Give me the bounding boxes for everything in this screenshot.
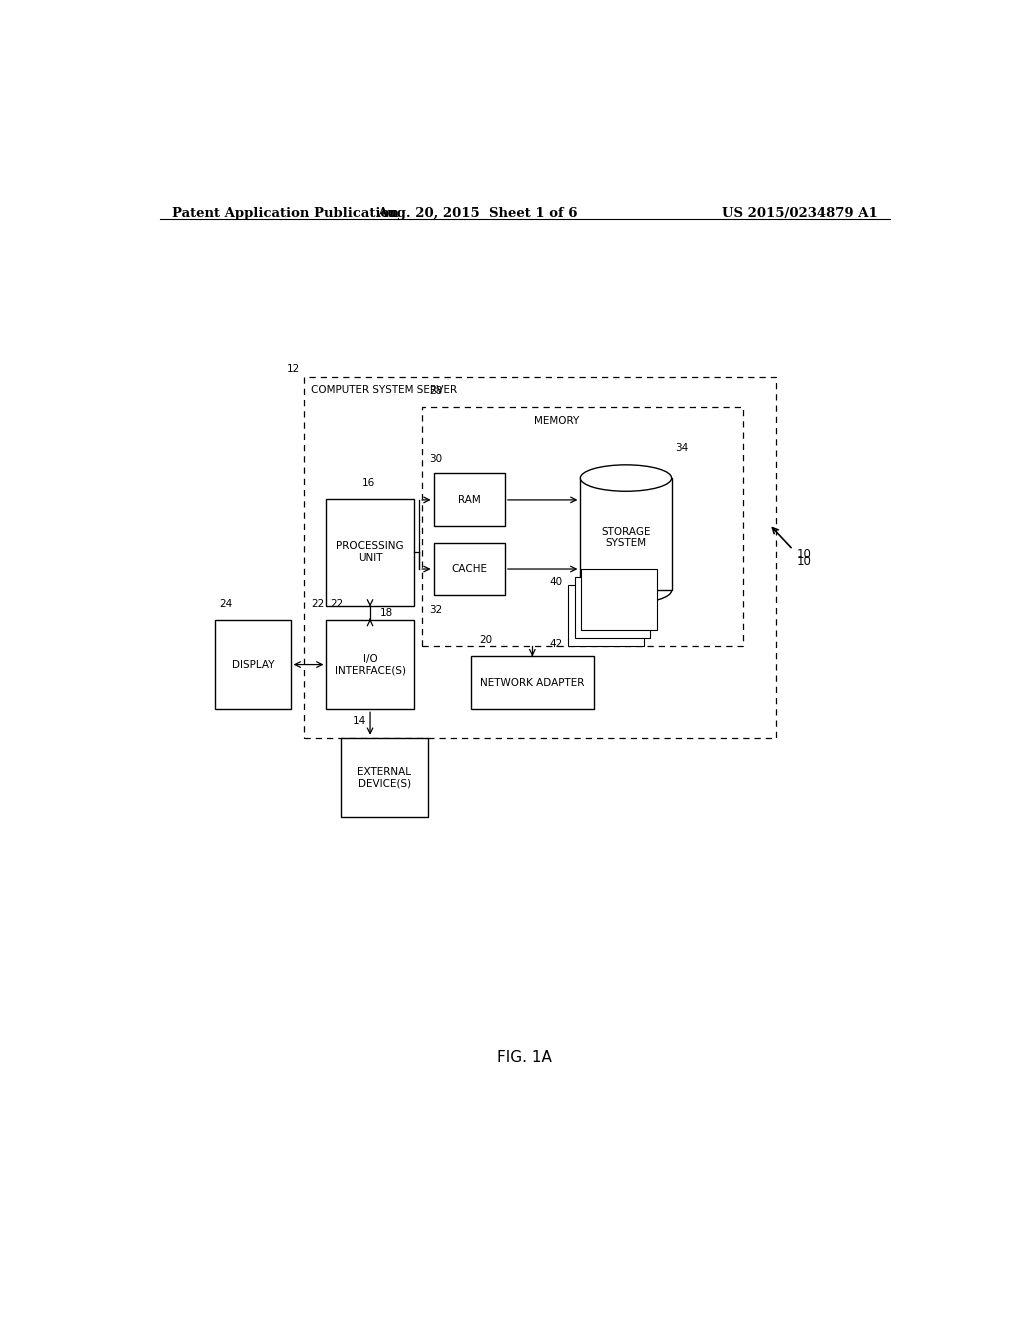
Bar [581,478,672,590]
Text: MEMORY: MEMORY [535,416,580,425]
Text: DISPLAY: DISPLAY [231,660,274,669]
Bar [327,620,414,709]
Text: 18: 18 [380,607,393,618]
Ellipse shape [581,465,672,491]
Text: CACHE: CACHE [452,564,487,574]
Text: 16: 16 [362,478,376,487]
Bar [327,499,414,606]
Text: RAM: RAM [458,495,480,506]
Text: 10: 10 [797,554,812,568]
Text: NETWORK ADAPTER: NETWORK ADAPTER [480,678,585,688]
Text: 22: 22 [311,598,325,609]
Bar [341,738,428,817]
Text: 22: 22 [331,598,344,609]
Text: 28: 28 [430,387,442,396]
Bar [215,620,291,709]
Text: 30: 30 [430,454,442,465]
Text: 10: 10 [797,548,812,561]
Text: 40: 40 [550,577,563,587]
Text: 32: 32 [430,605,442,615]
Text: 42: 42 [550,639,563,649]
Bar [304,378,776,738]
Bar [422,408,743,647]
Bar [433,543,505,595]
Bar [582,569,656,630]
Text: PROCESSING
UNIT: PROCESSING UNIT [336,541,403,564]
Text: COMPUTER SYSTEM SERVER: COMPUTER SYSTEM SERVER [310,385,457,395]
Text: 14: 14 [352,717,366,726]
Text: EXTERNAL
DEVICE(S): EXTERNAL DEVICE(S) [357,767,412,788]
Text: Patent Application Publication: Patent Application Publication [172,207,398,220]
Text: I/O
INTERFACE(S): I/O INTERFACE(S) [335,653,406,676]
Text: US 2015/0234879 A1: US 2015/0234879 A1 [722,207,878,220]
Text: 34: 34 [676,444,689,453]
Bar [568,585,644,647]
Bar [574,577,650,638]
Bar [433,474,505,527]
Text: 20: 20 [479,635,492,645]
Bar [471,656,594,709]
Text: 12: 12 [288,364,300,374]
Text: FIG. 1A: FIG. 1A [498,1051,552,1065]
Text: 24: 24 [219,598,232,609]
Text: Aug. 20, 2015  Sheet 1 of 6: Aug. 20, 2015 Sheet 1 of 6 [377,207,578,220]
Text: STORAGE
SYSTEM: STORAGE SYSTEM [601,527,650,548]
